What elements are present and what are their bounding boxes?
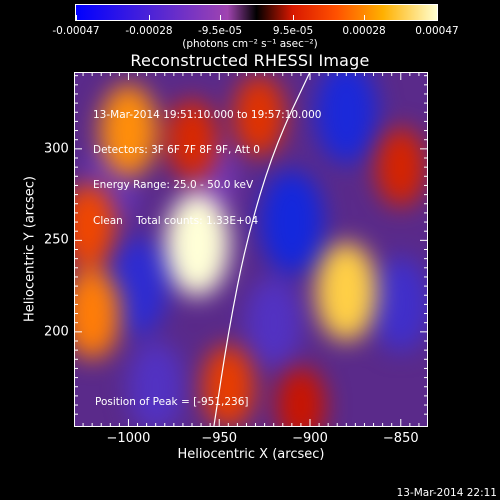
- colorbar-tick-label: -0.00047: [52, 25, 100, 37]
- positive-source: [165, 192, 230, 297]
- positive-source: [315, 242, 377, 341]
- colorbar-tick-label: -0.00028: [125, 25, 173, 37]
- colorbar-tick-label: 0.00047: [415, 25, 459, 37]
- plot-frame: [74, 72, 428, 427]
- x-tick-label: −1000: [106, 431, 151, 446]
- solar-limb-line: [213, 72, 311, 427]
- positive-source: [99, 84, 158, 177]
- negative-source: [245, 277, 303, 369]
- colorbar-tick: [149, 15, 150, 20]
- colorbar-tick-label: 0.00028: [342, 25, 386, 37]
- y-tick-label: 250: [44, 232, 69, 248]
- positive-source: [233, 75, 285, 157]
- negative-source: [107, 236, 169, 336]
- colorbar-tick: [220, 15, 221, 20]
- negative-source: [127, 341, 185, 427]
- peak-position-text: Position of Peak = [-951,236]: [95, 396, 249, 408]
- positive-source: [74, 183, 116, 269]
- positive-source: [276, 366, 326, 427]
- footer-timestamp: 13-Mar-2014 22:11: [396, 487, 497, 499]
- clean-counts-text: Clean Total counts: 1.33E+04: [93, 214, 259, 227]
- negative-source: [371, 257, 428, 352]
- energy-range-text: Energy Range: 25.0 - 50.0 keV: [93, 179, 254, 192]
- y-tick-label: 200: [44, 324, 69, 340]
- positive-source: [375, 127, 426, 207]
- positive-source: [166, 99, 218, 180]
- negative-source: [259, 170, 324, 275]
- positive-source: [202, 345, 255, 427]
- colorbar-tick-label: -9.5e-05: [197, 25, 243, 37]
- chart-title: Reconstructed RHESSI Image: [130, 51, 370, 70]
- time-range-text: 13-Mar-2014 19:51:10.000 to 19:57:10.000: [93, 108, 322, 121]
- negative-source: [314, 72, 378, 164]
- colorbar-tick: [76, 15, 77, 20]
- x-tick-label: −850: [382, 431, 419, 446]
- colorbar-tick: [437, 15, 438, 20]
- colorbar-gradient: [76, 5, 437, 20]
- observation-info: 13-Mar-2014 19:51:10.000 to 19:57:10.000…: [93, 86, 321, 239]
- detectors-text: Detectors: 3F 6F 7F 8F 9F, Att 0: [93, 143, 260, 156]
- heatmap-plot: [74, 72, 428, 427]
- x-tick-label: −950: [201, 431, 238, 446]
- x-axis-label: Heliocentric X (arcsec): [177, 447, 325, 462]
- x-tick-label: −900: [292, 431, 328, 446]
- colorbar-tick: [293, 15, 294, 20]
- y-axis-label: Heliocentric Y (arcsec): [22, 176, 38, 322]
- y-tick-label: 300: [44, 141, 69, 157]
- positive-source: [74, 268, 121, 360]
- heatmap-sources: [74, 72, 428, 427]
- colorbar: [75, 4, 438, 21]
- colorbar-tick-label: 9.5e-05: [272, 25, 314, 37]
- colorbar-unit: (photons cm⁻² s⁻¹ asec⁻²): [182, 38, 318, 50]
- colorbar-tick: [364, 15, 365, 20]
